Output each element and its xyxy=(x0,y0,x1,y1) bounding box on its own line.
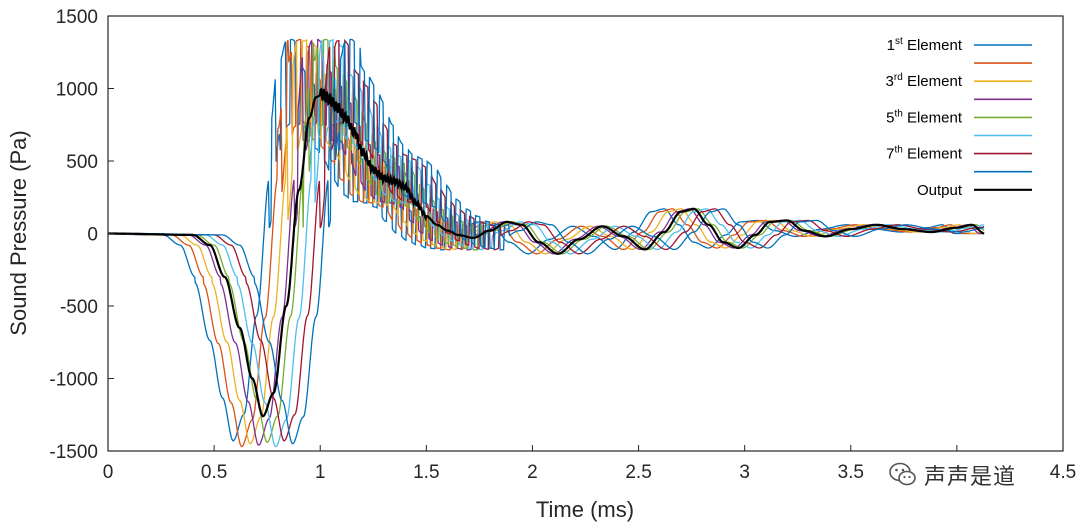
series-line-element-8 xyxy=(108,38,985,445)
series-line-element-6 xyxy=(108,38,985,448)
series-line-element-1 xyxy=(108,38,985,442)
y-tick-label: -1000 xyxy=(49,370,98,391)
wechat-icon xyxy=(889,462,916,486)
x-tick-label: 0.5 xyxy=(201,462,227,483)
x-tick-label: 3 xyxy=(739,462,750,483)
x-tick-label: 2 xyxy=(527,462,538,483)
series-line-element-7 xyxy=(108,38,985,442)
watermark: 声声是道 xyxy=(884,456,1021,494)
x-tick-label: 2.5 xyxy=(625,462,651,483)
y-tick-label: -500 xyxy=(60,297,98,318)
series-line-element-3 xyxy=(108,39,985,445)
x-tick-label: 0 xyxy=(103,462,114,483)
legend-entry-label: 1st Element xyxy=(887,36,963,54)
y-tick-label: -1500 xyxy=(49,442,98,463)
y-axis-label: Sound Pressure (Pa) xyxy=(6,130,31,335)
legend-entry-label: 3rd Element xyxy=(886,72,963,90)
y-tick-label: 0 xyxy=(87,225,98,246)
axis-ticks: 00.511.522.533.544.5-1500-1000-500050010… xyxy=(49,7,1076,483)
x-tick-label: 4.5 xyxy=(1050,462,1076,483)
series-line-element-2 xyxy=(108,38,985,448)
x-axis-label: Time (ms) xyxy=(536,497,634,522)
watermark-text: 声声是道 xyxy=(924,465,1017,490)
x-tick-label: 3.5 xyxy=(838,462,864,483)
legend-entry-label: Output xyxy=(917,182,963,199)
y-tick-label: 1500 xyxy=(56,7,98,28)
legend-entry-label: 7th Element xyxy=(886,145,963,163)
plot-lines xyxy=(108,38,985,448)
y-tick-label: 1000 xyxy=(56,80,98,101)
y-tick-label: 500 xyxy=(66,152,98,173)
legend: 1st Element 3rd Element 5th Element 7th Ele… xyxy=(886,36,1032,199)
x-tick-label: 1.5 xyxy=(413,462,439,483)
legend-entry-label: 5th Element xyxy=(886,108,963,126)
x-tick-label: 1 xyxy=(315,462,326,483)
series-line-output xyxy=(108,87,985,418)
